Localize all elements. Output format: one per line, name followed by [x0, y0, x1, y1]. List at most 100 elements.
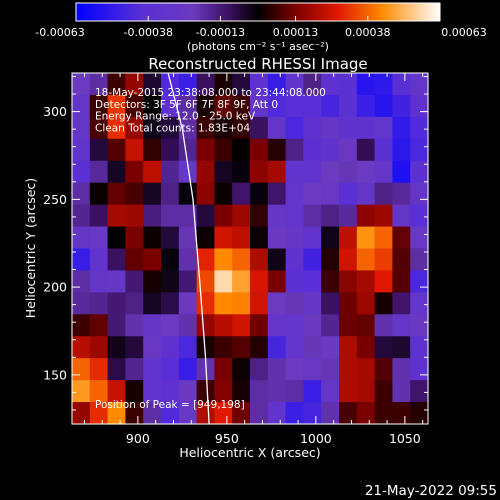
- heatmap-cell: [196, 94, 215, 118]
- heatmap-cell: [143, 270, 162, 293]
- heatmap-cell: [392, 160, 411, 184]
- heatmap-cell: [267, 292, 287, 315]
- heatmap-cell: [339, 402, 358, 425]
- heatmap-cell: [285, 182, 304, 206]
- heatmap-cell: [356, 204, 376, 228]
- heatmap-cell: [321, 73, 340, 96]
- heatmap-cell: [321, 314, 340, 337]
- heatmap-cell: [250, 94, 269, 118]
- colorbar-tick-labels: -0.00063 -0.00038 -0.00013 0.00013 0.00038 0.…: [35, 26, 486, 39]
- heatmap-cell: [410, 248, 429, 272]
- heatmap-cell: [89, 292, 109, 315]
- heatmap-cell: [267, 94, 287, 118]
- heatmap-cell: [196, 402, 215, 425]
- heatmap-cell: [107, 292, 126, 315]
- heatmap-cell: [178, 380, 198, 403]
- heatmap-cell: [374, 314, 393, 337]
- heatmap-cell: [214, 138, 233, 162]
- heatmap-cell: [161, 116, 180, 140]
- heatmap-cell: [72, 73, 91, 96]
- heatmap-cell: [214, 380, 233, 403]
- heatmap-cell: [143, 94, 162, 118]
- heatmap-cell: [232, 226, 251, 250]
- heatmap-cell: [214, 182, 233, 206]
- heatmap-cell: [178, 314, 198, 337]
- heatmap-cell: [214, 270, 233, 293]
- heatmap-cell: [250, 73, 269, 96]
- heatmap-cell: [232, 402, 251, 425]
- heatmap-cell: [303, 204, 322, 228]
- heatmap-cell: [125, 380, 144, 403]
- heatmap-cell: [72, 94, 91, 118]
- heatmap-cell: [392, 336, 411, 359]
- heatmap-cell: [89, 73, 109, 96]
- heatmap-cell: [285, 204, 304, 228]
- heatmap-cell: [143, 314, 162, 337]
- heatmap-cell: [392, 138, 411, 162]
- heatmap-cell: [410, 336, 429, 359]
- heatmap-cell: [410, 292, 429, 315]
- heatmap-cell: [89, 358, 109, 381]
- heatmap-cell: [410, 402, 429, 425]
- heatmap-cell: [214, 314, 233, 337]
- annotation-line: Energy Range: 12.0 - 25.0 keV: [95, 111, 256, 123]
- heatmap-cell: [410, 380, 429, 403]
- heatmap-cell: [267, 116, 287, 140]
- heatmap-cell: [267, 314, 287, 337]
- heatmap-cell: [250, 380, 269, 403]
- x-tick-label: 1050: [389, 431, 421, 446]
- colorbar: [75, 2, 441, 22]
- heatmap-cell: [107, 160, 126, 184]
- heatmap-cell: [303, 160, 322, 184]
- heatmap-cell: [285, 314, 304, 337]
- y-axis: 150 200 250 300: [43, 76, 428, 411]
- heatmap-cell: [196, 116, 215, 140]
- heatmap-cell: [196, 204, 215, 228]
- heatmap-cell: [161, 248, 180, 272]
- heatmap-cell: [321, 160, 340, 184]
- heatmap-cell: [339, 94, 358, 118]
- heatmap-cell: [107, 314, 126, 337]
- heatmap-cell: [410, 138, 429, 162]
- heatmap-cell: [89, 314, 109, 337]
- heatmap-cell: [250, 358, 269, 381]
- heatmap-cell: [232, 292, 251, 315]
- heatmap-cell: [161, 358, 180, 381]
- heatmap-cell: [250, 336, 269, 359]
- heatmap-cell: [285, 94, 304, 118]
- heatmap-cell: [303, 270, 322, 293]
- heatmap-cell: [125, 248, 144, 272]
- heatmap-cell: [356, 73, 376, 96]
- heatmap-cell: [392, 116, 411, 140]
- heatmap-cell: [410, 116, 429, 140]
- heatmap-cell: [214, 402, 233, 425]
- heatmap-cell: [267, 336, 287, 359]
- heatmap-cell: [72, 204, 91, 228]
- heatmap-cell: [303, 116, 322, 140]
- heatmap-cell: [89, 182, 109, 206]
- heatmap-cell: [72, 336, 91, 359]
- heatmap-cell: [72, 358, 91, 381]
- heatmap-cell: [232, 204, 251, 228]
- heatmap-cell: [214, 248, 233, 272]
- heatmap-cell: [232, 314, 251, 337]
- heatmap-cell: [161, 160, 180, 184]
- heatmap-cell: [410, 204, 429, 228]
- heatmap-cell: [196, 182, 215, 206]
- heatmap-cell: [107, 73, 126, 96]
- heatmap-cell: [410, 314, 429, 337]
- heatmap-cell: [214, 116, 233, 140]
- heatmap-cell: [232, 182, 251, 206]
- heatmap-cell: [410, 358, 429, 381]
- heatmap-cell: [107, 248, 126, 272]
- heatmap-cell: [356, 336, 376, 359]
- heatmap-cell: [161, 270, 180, 293]
- heatmap-cell: [250, 226, 269, 250]
- heatmap-cell: [374, 380, 393, 403]
- y-axis-label: Heliocentric Y (arcsec): [23, 178, 38, 318]
- heatmap-cell: [374, 358, 393, 381]
- heatmap-cell: [125, 358, 144, 381]
- heatmap-cell: [374, 204, 393, 228]
- heatmap-cell: [107, 402, 126, 425]
